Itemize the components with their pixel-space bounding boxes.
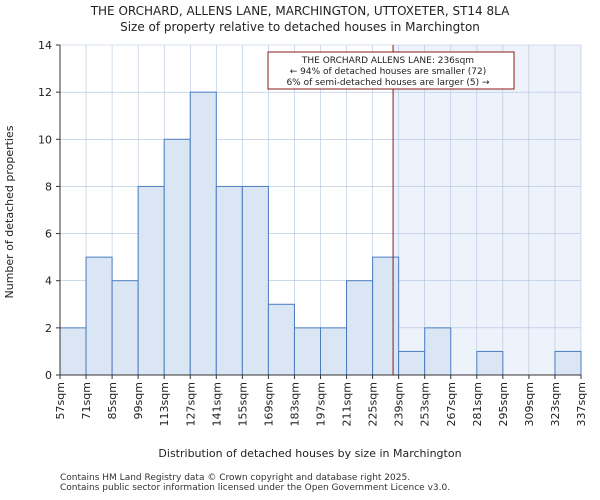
bar-99sqm: [137, 185, 165, 376]
footer-copyright: Contains HM Land Registry data © Crown c…: [60, 473, 411, 483]
x-tick-label: 211sqm: [341, 382, 354, 426]
footer-licence: Contains public sector information licen…: [60, 483, 451, 493]
x-tick-label: 239sqm: [393, 382, 406, 426]
bar-183sqm: [293, 327, 322, 376]
bar-71sqm: [85, 256, 113, 376]
x-tick-label: 197sqm: [315, 382, 328, 426]
bar-323sqm: [554, 350, 582, 376]
x-tick-label: 85sqm: [106, 382, 119, 419]
y-tick-label: 0: [45, 369, 52, 382]
y-tick-label: 4: [45, 275, 52, 288]
x-tick-label: 309sqm: [523, 382, 536, 426]
bar-211sqm: [346, 280, 374, 376]
bar-225sqm: [372, 256, 400, 376]
chart-title: THE ORCHARD, ALLENS LANE, MARCHINGTON, U…: [90, 4, 510, 18]
larger-region: [393, 45, 581, 375]
y-tick-label: 8: [45, 180, 52, 193]
annotation-line-3: 6% of semi-detached houses are larger (5…: [286, 78, 490, 88]
bar-253sqm: [424, 327, 452, 376]
y-axis-label: Number of detached properties: [3, 125, 16, 298]
x-tick-label: 141sqm: [210, 382, 223, 426]
bar-57sqm: [59, 327, 87, 376]
x-tick-label: 99sqm: [132, 382, 145, 419]
x-tick-label: 337sqm: [575, 382, 588, 426]
bar-239sqm: [398, 350, 426, 376]
x-tick-label: 225sqm: [367, 382, 380, 426]
chart-canvas: THE ORCHARD, ALLENS LANE, MARCHINGTON, U…: [3, 4, 588, 460]
y-tick-label: 2: [45, 322, 52, 335]
bar-155sqm: [241, 185, 269, 376]
x-tick-label: 71sqm: [80, 382, 93, 419]
x-tick-label: 281sqm: [471, 382, 484, 426]
annotation-line-2: ← 94% of detached houses are smaller (72…: [290, 67, 487, 77]
x-tick-label: 267sqm: [445, 382, 458, 426]
y-tick-label: 10: [38, 133, 52, 146]
x-tick-label: 127sqm: [184, 382, 197, 426]
annotation-box: [267, 51, 515, 90]
x-tick-label: 113sqm: [158, 382, 171, 426]
annotation-line-1: THE ORCHARD ALLENS LANE: 236sqm: [301, 56, 474, 66]
x-tick-label: 155sqm: [236, 382, 249, 426]
chart-subtitle: Size of property relative to detached ho…: [120, 20, 480, 34]
bar-169sqm: [267, 303, 295, 376]
x-tick-label: 169sqm: [262, 382, 275, 426]
x-tick-label: 323sqm: [549, 382, 562, 426]
y-tick-label: 14: [38, 39, 52, 52]
x-axis-label: Distribution of detached houses by size …: [158, 447, 461, 460]
y-tick-label: 12: [38, 86, 52, 99]
x-tick-label: 183sqm: [288, 382, 301, 426]
x-tick-label: 253sqm: [419, 382, 432, 426]
x-tick-label: 57sqm: [54, 382, 67, 419]
bar-85sqm: [111, 280, 139, 376]
x-tick-label: 295sqm: [497, 382, 510, 426]
bar-141sqm: [215, 185, 243, 376]
bar-197sqm: [320, 327, 348, 376]
y-tick-label: 6: [45, 228, 52, 241]
bar-113sqm: [163, 138, 191, 376]
bar-127sqm: [189, 91, 217, 376]
bar-281sqm: [476, 350, 504, 376]
